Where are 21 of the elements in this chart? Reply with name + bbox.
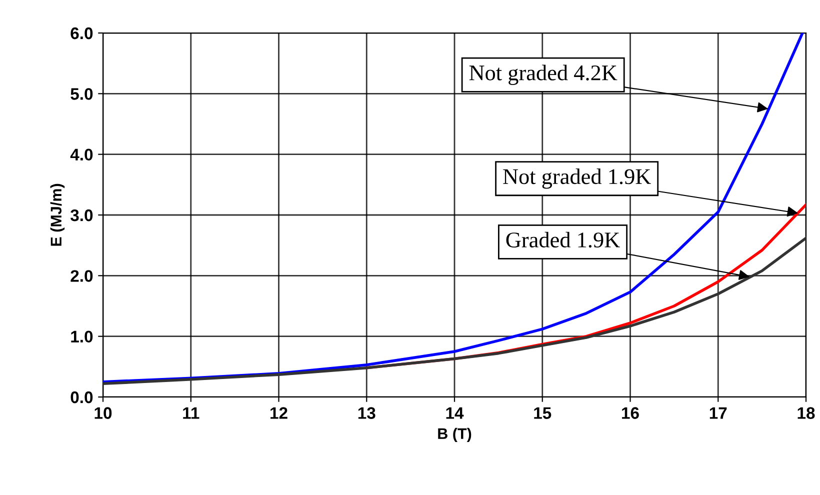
x-tick-label: 16: [622, 407, 639, 419]
annotation: Not graded 1.9K: [503, 168, 651, 189]
x-axis-title: B (T): [438, 428, 472, 442]
x-tick-label: 14: [446, 407, 464, 419]
annotation: Not graded 4.2K: [469, 64, 618, 85]
y-tick-label: 3.0: [70, 209, 93, 222]
annotation: Graded 1.9K: [506, 232, 620, 248]
x-tick-label: 13: [358, 407, 376, 419]
x-tick-label: 18: [798, 407, 815, 419]
y-tick-label: 2.0: [70, 270, 93, 282]
x-tick-label: 17: [710, 407, 727, 419]
x-tick-label: 12: [270, 407, 288, 419]
y-axis-title: E (MJ/m): [50, 184, 65, 246]
y-tick-label: 0.0: [70, 391, 93, 404]
y-tick-label: 6.0: [70, 27, 93, 40]
y-tick-label: 4.0: [70, 148, 93, 161]
x-tick-label: 11: [183, 407, 200, 419]
y-tick-label: 1.0: [71, 330, 93, 343]
x-tick-label: 10: [94, 407, 112, 419]
x-tick-label: 15: [534, 407, 552, 419]
y-tick-label: 5.0: [70, 88, 93, 100]
